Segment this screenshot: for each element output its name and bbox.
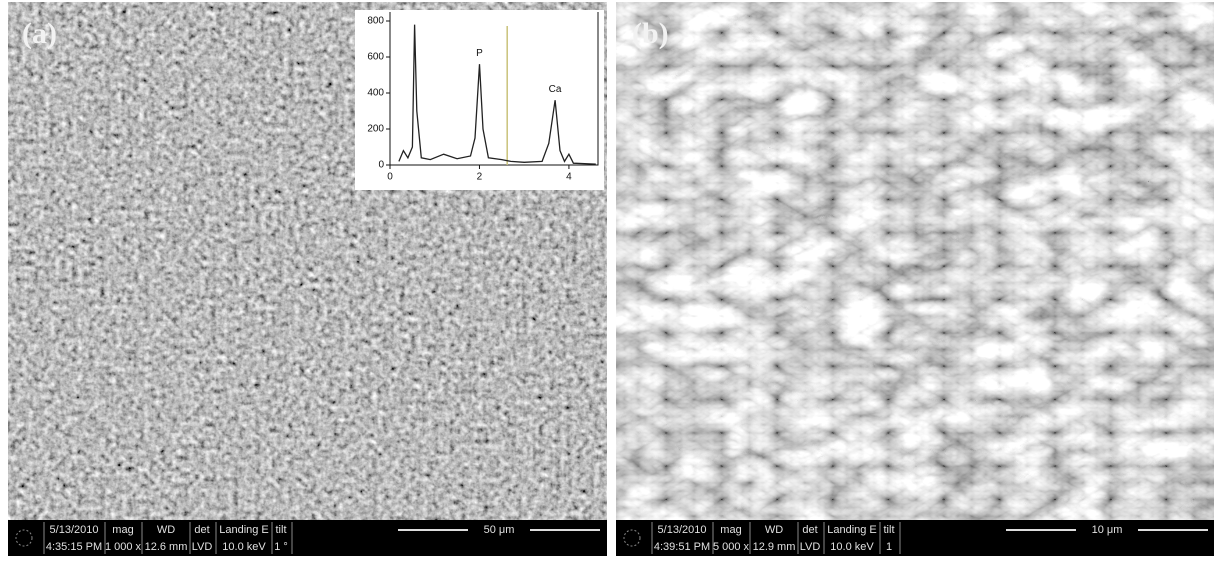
figure: (a) (b) 5/13/2010 4:35:15 PM mag 1 000 x WD 1…: [0, 0, 1214, 556]
info-value: 1 °: [274, 541, 288, 553]
info-value: 12.9 mm: [753, 541, 796, 553]
info-label: Landing E: [827, 524, 877, 536]
y-tick-label: 800: [367, 16, 384, 27]
info-value: LVD: [192, 541, 213, 553]
info-value: 4:35:15 PM: [46, 541, 102, 553]
sem-texture-b: [616, 2, 1214, 520]
spectrum-inset: [355, 10, 604, 190]
panel-label: (a): [22, 17, 57, 50]
panel-label: (b): [632, 17, 669, 50]
info-label: 5/13/2010: [50, 524, 99, 536]
x-tick-label: 4: [566, 172, 572, 183]
info-value: 4:39:51 PM: [654, 541, 710, 553]
y-tick-label: 200: [367, 124, 384, 135]
info-value: 1 000 x: [105, 541, 142, 553]
info-label: tilt: [276, 524, 287, 536]
scale-bar-label: 50 μm: [484, 524, 515, 536]
info-label: WD: [765, 524, 783, 536]
info-label: det: [194, 524, 209, 536]
peak-label: P: [476, 48, 483, 59]
info-value: 1: [886, 541, 892, 553]
info-value: 5 000 x: [713, 541, 750, 553]
scale-bar-label: 10 μm: [1092, 524, 1123, 536]
info-value: 10.0 keV: [222, 541, 266, 553]
x-tick-label: 0: [387, 172, 393, 183]
info-value: 10.0 keV: [830, 541, 874, 553]
y-tick-label: 600: [367, 52, 384, 63]
info-label: mag: [720, 524, 741, 536]
info-label: det: [802, 524, 817, 536]
x-tick-label: 2: [477, 172, 483, 183]
info-label: WD: [157, 524, 175, 536]
info-label: tilt: [884, 524, 895, 536]
info-label: Landing E: [219, 524, 269, 536]
info-value: LVD: [800, 541, 821, 553]
info-label: 5/13/2010: [658, 524, 707, 536]
peak-label: Ca: [549, 84, 562, 95]
y-tick-label: 0: [378, 160, 384, 171]
y-tick-label: 400: [367, 88, 384, 99]
info-label: mag: [112, 524, 133, 536]
info-value: 12.6 mm: [145, 541, 188, 553]
